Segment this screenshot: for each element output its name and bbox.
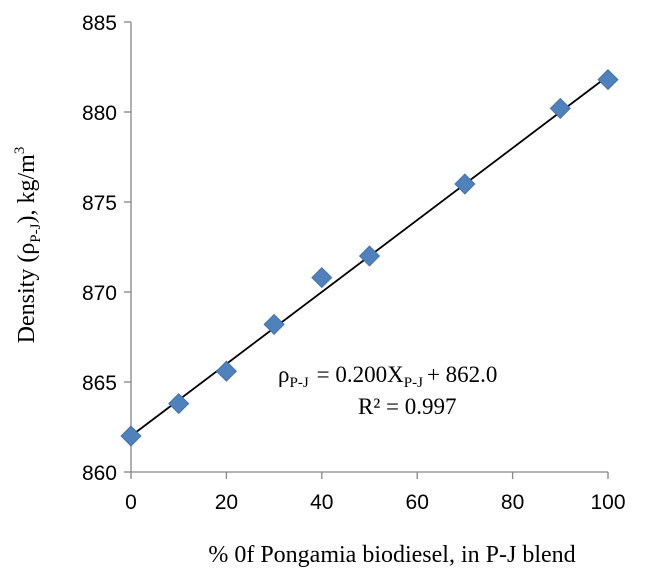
data-point [597, 69, 619, 91]
x-tick-label: 20 [215, 491, 238, 514]
data-point [215, 360, 237, 382]
x-tick-label: 80 [501, 491, 524, 514]
y-tick-label: 880 [82, 102, 117, 125]
x-axis-label: % 0f Pongamia biodiesel, in P-J blend [208, 542, 575, 568]
y-axis-label: Density (ρP-J), kg/m3 [12, 147, 44, 344]
plot-area: 860 865 870 875 880 885 0 20 40 60 80 100 [82, 12, 626, 514]
y-tick-label: 870 [82, 282, 117, 305]
regression-equation: ρP-J = 0.200XP-J + 862.0 [278, 362, 497, 391]
x-tick-label: 60 [406, 491, 429, 514]
data-point [311, 267, 333, 289]
data-point [120, 425, 142, 447]
data-point [549, 97, 571, 119]
x-tick-label: 0 [125, 491, 137, 514]
data-point [454, 173, 476, 195]
y-tick-label: 875 [82, 192, 117, 215]
y-tick-label: 860 [82, 462, 117, 485]
data-point [358, 245, 381, 267]
y-tick-label: 865 [82, 372, 117, 395]
y-tick-label: 885 [82, 12, 117, 35]
data-point [168, 393, 190, 415]
data-point [263, 313, 285, 335]
x-tick-label: 100 [590, 491, 625, 514]
x-tick-label: 40 [310, 491, 333, 514]
r-squared-label: R² = 0.997 [358, 394, 456, 419]
